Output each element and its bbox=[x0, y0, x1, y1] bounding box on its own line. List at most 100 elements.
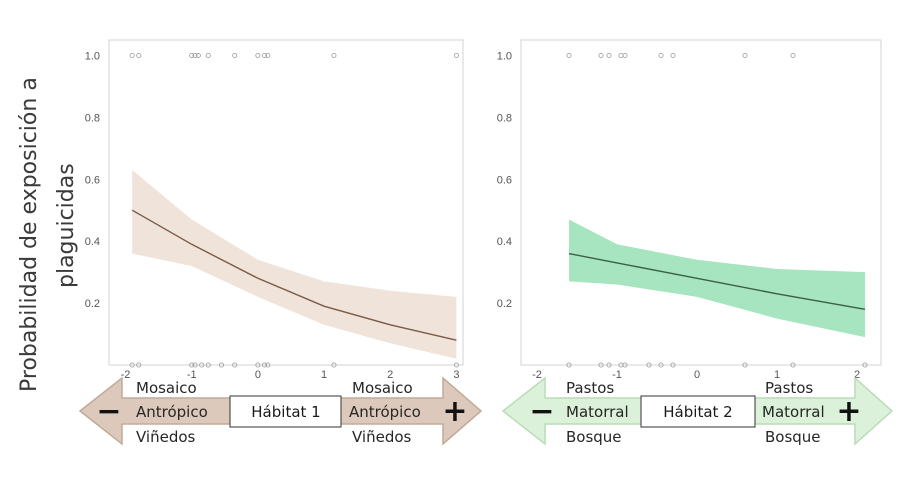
data-point-y1 bbox=[192, 52, 198, 58]
right-label-mid: Matorral bbox=[762, 403, 825, 421]
chart-panel-habitat1: 0.2 0.4 0.6 0.8 1.0 -2 -1 0 1 2 3 bbox=[85, 39, 464, 381]
y-tick-label: 1.0 bbox=[85, 50, 100, 62]
gradient-arrow-habitat2: Hábitat 2 Pastos Matorral Bosque Pastos … bbox=[501, 376, 894, 446]
data-point-y1 bbox=[265, 52, 271, 58]
left-label-top: Pastos bbox=[566, 379, 614, 397]
data-point-y0 bbox=[862, 362, 868, 368]
data-point-y0 bbox=[670, 362, 676, 368]
y-tick-label: 0.6 bbox=[85, 174, 100, 186]
data-point-y0 bbox=[646, 362, 652, 368]
y-tick-label: 0.2 bbox=[85, 298, 100, 310]
data-point-y1 bbox=[670, 52, 676, 58]
data-point-y1 bbox=[742, 52, 748, 58]
habitat-label: Hábitat 1 bbox=[251, 403, 320, 421]
data-point-y0 bbox=[232, 362, 238, 368]
fit-line bbox=[568, 252, 866, 310]
x-tick-label: -2 bbox=[121, 369, 131, 381]
data-point-y0 bbox=[566, 362, 572, 368]
habitat-label-box bbox=[640, 395, 756, 428]
data-point-y0 bbox=[261, 362, 267, 368]
data-point-y1 bbox=[566, 52, 572, 58]
y-tick-label: 0.8 bbox=[85, 112, 100, 124]
plot-marks bbox=[566, 52, 868, 368]
x-tick-label: 2 bbox=[387, 369, 393, 381]
data-point-y1 bbox=[136, 52, 142, 58]
data-point-y0 bbox=[199, 362, 205, 368]
fit-line bbox=[131, 209, 457, 341]
minus-icon: − bbox=[529, 394, 554, 429]
y-tick-label: 0.8 bbox=[497, 112, 512, 124]
right-label-bottom: Bosque bbox=[765, 428, 821, 446]
data-point-y0 bbox=[658, 362, 664, 368]
x-tick-label: 3 bbox=[453, 369, 459, 381]
data-point-y0 bbox=[598, 362, 604, 368]
x-tick-label: 0 bbox=[255, 369, 261, 381]
data-point-y0 bbox=[205, 362, 211, 368]
data-point-y1 bbox=[255, 52, 261, 58]
data-point-y0 bbox=[742, 362, 748, 368]
data-point-y0 bbox=[606, 362, 612, 368]
y-tick-label: 0.4 bbox=[85, 236, 100, 248]
minus-icon: − bbox=[96, 394, 121, 429]
y-tick-label: 0.6 bbox=[497, 174, 512, 186]
habitat-label-box bbox=[229, 395, 342, 428]
left-label-mid: Matorral bbox=[566, 403, 629, 421]
data-point-y1 bbox=[658, 52, 664, 58]
data-point-y0 bbox=[192, 362, 198, 368]
y-tick-label: 0.4 bbox=[497, 236, 512, 248]
y-tick-label: 0.2 bbox=[497, 298, 512, 310]
y-axis-label-line1: Probabilidad de exposición a bbox=[17, 77, 42, 392]
data-point-y0 bbox=[453, 362, 459, 368]
right-label-top: Mosaico bbox=[352, 379, 413, 397]
right-label-mid: Antrópico bbox=[349, 403, 421, 421]
axis-ticks: 0.2 0.4 0.6 0.8 1.0 -2 -1 0 1 2 bbox=[497, 50, 860, 381]
data-point-y0 bbox=[218, 362, 224, 368]
y-tick-label: 1.0 bbox=[497, 50, 512, 62]
data-point-y0 bbox=[136, 362, 142, 368]
x-tick-label: 1 bbox=[774, 369, 780, 381]
data-point-y1 bbox=[261, 52, 267, 58]
right-label-top: Pastos bbox=[765, 379, 813, 397]
y-axis-label: Probabilidad de exposición a plaguicidas bbox=[17, 77, 79, 392]
data-point-y1 bbox=[232, 52, 238, 58]
data-point-y1 bbox=[331, 52, 337, 58]
data-point-y0 bbox=[331, 362, 337, 368]
x-tick-label: -1 bbox=[612, 369, 622, 381]
plot-marks bbox=[129, 52, 459, 368]
left-label-bottom: Bosque bbox=[566, 428, 622, 446]
gradient-arrow-habitat1: Hábitat 1 Mosaico Antrópico Viñedos Mosa… bbox=[78, 376, 483, 446]
data-point-y0 bbox=[790, 362, 796, 368]
data-point-y1 bbox=[598, 52, 604, 58]
x-tick-label: 1 bbox=[321, 369, 327, 381]
data-point-y1 bbox=[453, 52, 459, 58]
right-label-bottom: Viñedos bbox=[352, 428, 412, 446]
x-tick-label: -1 bbox=[187, 369, 197, 381]
data-point-y1 bbox=[195, 52, 201, 58]
left-label-mid: Antrópico bbox=[136, 403, 208, 421]
x-tick-label: 2 bbox=[854, 369, 860, 381]
data-point-y0 bbox=[622, 362, 628, 368]
left-label-top: Mosaico bbox=[136, 379, 197, 397]
left-label-bottom: Viñedos bbox=[136, 428, 196, 446]
data-point-y1 bbox=[622, 52, 628, 58]
data-point-y0 bbox=[255, 362, 261, 368]
data-point-y1 bbox=[606, 52, 612, 58]
data-point-y1 bbox=[205, 52, 211, 58]
data-point-y0 bbox=[129, 362, 135, 368]
habitat-label: Hábitat 2 bbox=[663, 403, 732, 421]
x-tick-label: 0 bbox=[694, 369, 700, 381]
chart-panel-habitat2: 0.2 0.4 0.6 0.8 1.0 -2 -1 0 1 2 bbox=[497, 39, 882, 381]
data-point-y1 bbox=[189, 52, 195, 58]
axis-ticks: 0.2 0.4 0.6 0.8 1.0 -2 -1 0 1 2 3 bbox=[85, 50, 460, 381]
data-point-y1 bbox=[129, 52, 135, 58]
plus-icon: + bbox=[836, 394, 861, 429]
y-axis-label-line2: plaguicidas bbox=[54, 163, 79, 288]
data-point-y0 bbox=[265, 362, 271, 368]
plus-icon: + bbox=[442, 394, 467, 429]
data-point-y1 bbox=[790, 52, 796, 58]
data-point-y0 bbox=[189, 362, 195, 368]
confidence-band bbox=[569, 219, 865, 338]
confidence-band bbox=[132, 170, 457, 359]
x-tick-label: -2 bbox=[532, 369, 542, 381]
